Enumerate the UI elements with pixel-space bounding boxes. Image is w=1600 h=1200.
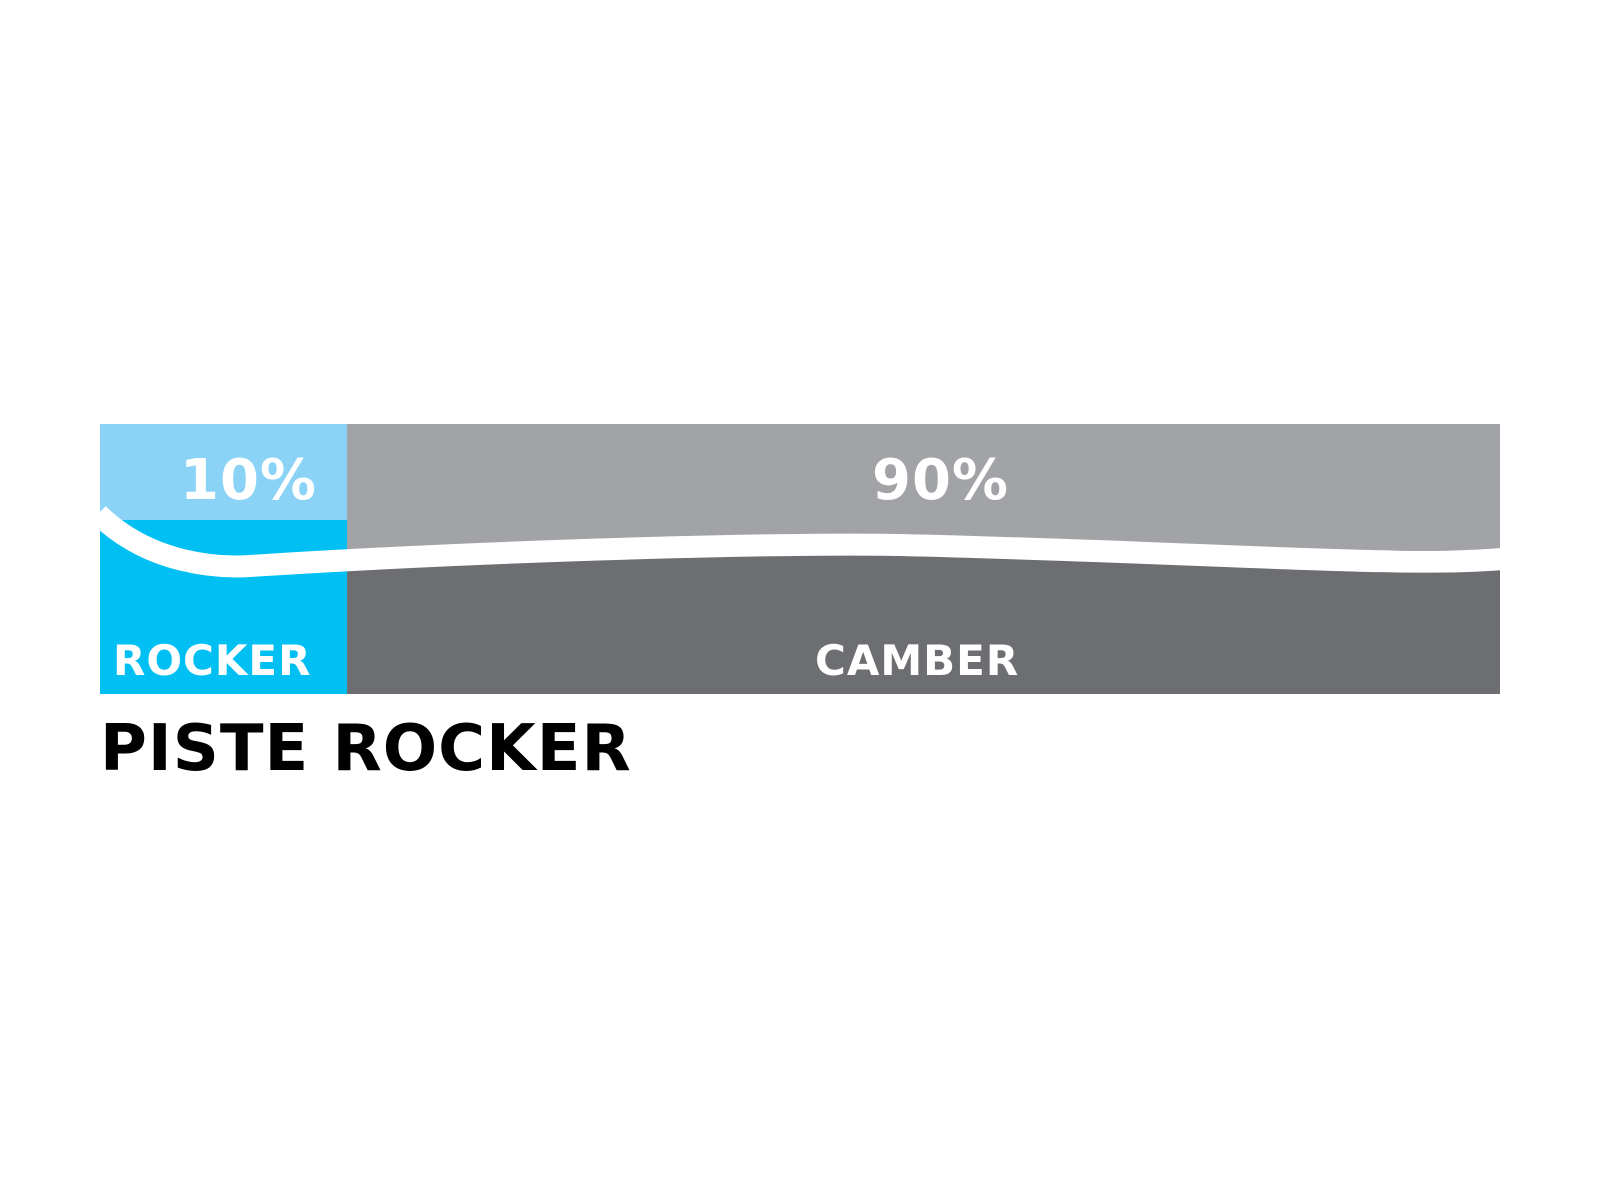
camber-label: CAMBER — [815, 636, 1020, 685]
camber-bottom-block — [347, 550, 1500, 694]
profile-title: PISTE ROCKER — [100, 712, 632, 786]
rocker-label: ROCKER — [113, 636, 312, 685]
ski-profile-curve — [90, 505, 1503, 578]
rocker-percent-label: 10% — [180, 448, 318, 513]
camber-percent-label: 90% — [872, 448, 1010, 513]
